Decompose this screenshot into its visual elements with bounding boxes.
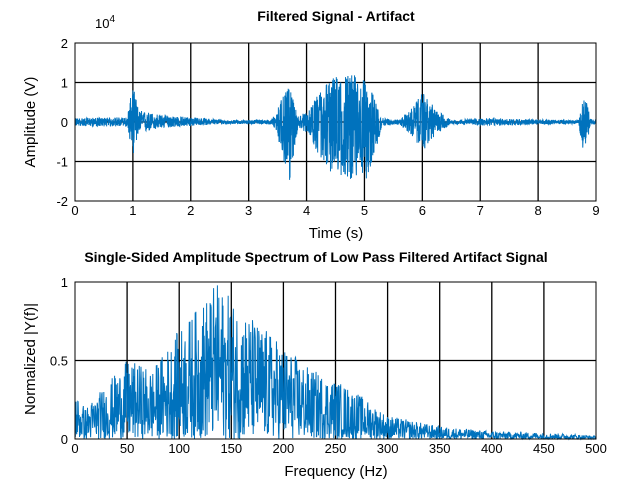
y-tick-label: -2 <box>56 194 68 209</box>
x-tick-label: 3 <box>245 203 252 218</box>
x-tick-label: 300 <box>377 441 399 456</box>
x-tick-label: 100 <box>168 441 190 456</box>
x-tick-label: 1 <box>129 203 136 218</box>
x-tick-label: 450 <box>533 441 555 456</box>
y-tick-label: 0 <box>61 115 68 130</box>
x-tick-label: 250 <box>325 441 347 456</box>
x-tick-label: 500 <box>585 441 607 456</box>
x-tick-label: 8 <box>534 203 541 218</box>
spectrum-plot-axes-box <box>74 281 597 440</box>
x-tick-label: 7 <box>477 203 484 218</box>
y-tick-label: 1 <box>61 275 68 290</box>
time-plot-title: Filtered Signal - Artifact <box>257 8 415 24</box>
time-plot-exponent: 104 <box>95 14 115 31</box>
time-plot-xlabel: Time (s) <box>309 225 363 242</box>
time-plot-axes-box <box>74 42 597 202</box>
x-tick-label: 5 <box>361 203 368 218</box>
spectrum-plot-xlabel: Frequency (Hz) <box>284 463 387 480</box>
spectrum-plot-ylabel: Normalized |Y(f)| <box>22 303 39 415</box>
x-tick-label: 0 <box>71 203 78 218</box>
time-plot-ticks: 0 1 2 3 4 5 6 7 8 9 -2 -1 0 1 2 <box>56 36 599 218</box>
time-signal-line <box>74 75 597 180</box>
x-tick-label: 350 <box>429 441 451 456</box>
x-tick-label: 400 <box>481 441 503 456</box>
x-tick-label: 4 <box>303 203 310 218</box>
y-tick-label: 2 <box>61 36 68 51</box>
x-tick-label: 2 <box>187 203 194 218</box>
y-tick-label: -1 <box>56 155 68 170</box>
x-tick-label: 6 <box>419 203 426 218</box>
x-tick-label: 0 <box>71 441 78 456</box>
time-plot: Filtered Signal - Artifact 0 1 2 3 4 5 6 7 8 9 -2 -… <box>22 8 600 242</box>
time-plot-ylabel: Amplitude (V) <box>22 77 39 168</box>
spectrum-plot-title: Single-Sided Amplitude Spectrum of Low P… <box>84 249 547 265</box>
y-tick-label: 0 <box>61 432 68 447</box>
x-tick-label: 200 <box>273 441 295 456</box>
spectrum-line <box>74 285 597 441</box>
x-tick-label: 9 <box>592 203 599 218</box>
x-tick-label: 50 <box>120 441 134 456</box>
spectrum-plot-ticks: 0 50 100 150 200 250 300 350 400 450 500 0 0.5 1 <box>50 275 607 456</box>
x-tick-label: 150 <box>220 441 242 456</box>
y-tick-label: 0.5 <box>50 354 68 369</box>
y-tick-label: 1 <box>61 76 68 91</box>
spectrum-plot: Single-Sided Amplitude Spectrum of Low P… <box>22 249 607 480</box>
